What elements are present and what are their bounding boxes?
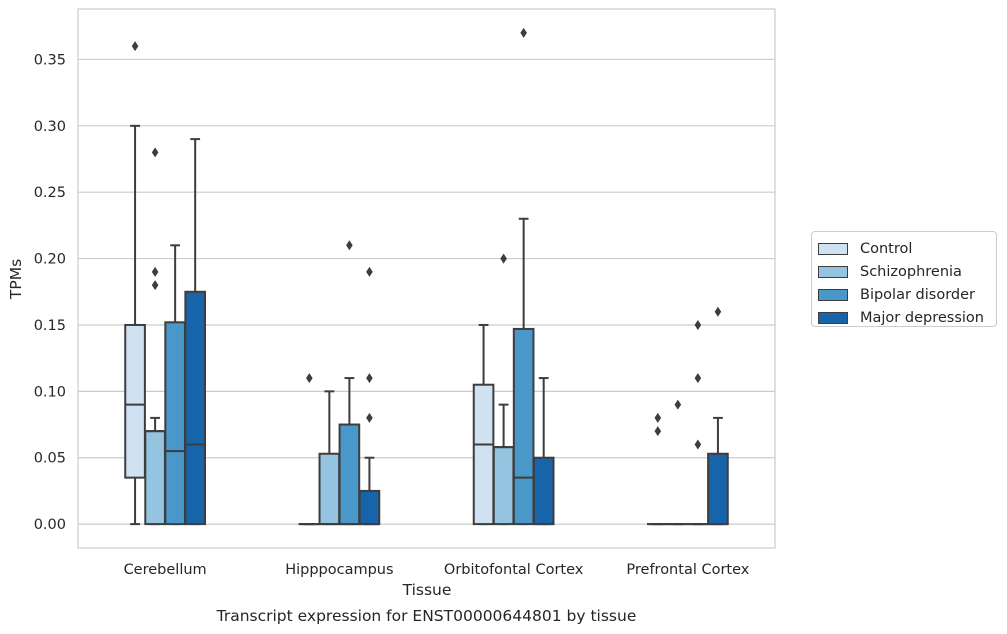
box-major-depression — [184, 138, 207, 526]
box-body — [124, 323, 146, 479]
legend-swatch — [818, 242, 848, 255]
box-major-depression — [358, 266, 381, 526]
box-body — [492, 446, 515, 526]
box-body — [532, 456, 555, 526]
box-control — [472, 323, 495, 526]
y-axis-ticks: 0.00 0.05 0.10 0.15 0.20 0.25 0.30 0.35 — [34, 52, 66, 533]
outlier-point — [151, 266, 159, 277]
box-body — [707, 452, 729, 526]
y-tick-label: 0.25 — [34, 185, 66, 201]
x-tick-label: Cerebellum — [124, 562, 207, 578]
box-body — [184, 290, 207, 526]
outlier-point — [366, 373, 373, 384]
legend-item: Major depression — [818, 306, 996, 329]
outlier-point — [694, 439, 702, 450]
x-tick-label: Prefrontal Cortex — [626, 562, 749, 578]
x-axis-ticks: Cerebellum Hipppocampus Orbitofontal Corte… — [124, 562, 750, 578]
legend-label: Bipolar disorder — [860, 286, 975, 303]
y-tick-label: 0.15 — [34, 318, 66, 334]
legend-item: Control — [818, 237, 996, 260]
x-tick-label: Hipppocampus — [285, 562, 393, 578]
box-body — [512, 327, 535, 526]
y-axis-label: TPMs — [7, 259, 25, 300]
chart-caption: Transcript expression for ENST0000064480… — [216, 607, 637, 625]
box-control — [646, 412, 669, 526]
y-tick-label: 0.30 — [34, 119, 66, 135]
y-tick-label: 0.20 — [34, 252, 66, 268]
box-body — [358, 489, 381, 526]
box-body — [164, 321, 186, 526]
box-control — [298, 373, 321, 526]
outlier-point — [346, 240, 353, 251]
x-axis-label: Tissue — [402, 581, 452, 599]
outlier-point — [654, 412, 662, 423]
legend-item: Bipolar disorder — [818, 283, 996, 306]
outlier-point — [366, 266, 373, 277]
legend-swatch — [818, 265, 848, 278]
outlier-point — [131, 41, 139, 52]
legend-label: Control — [860, 240, 913, 257]
box-bipolar-disorder — [512, 27, 535, 526]
box-body — [318, 452, 341, 526]
outlier-point — [694, 373, 702, 384]
outlier-point — [151, 280, 159, 291]
box-major-depression — [532, 377, 555, 526]
legend-label: Schizophrenia — [860, 263, 962, 280]
box-schizophrenia — [144, 147, 166, 526]
y-tick-label: 0.10 — [34, 384, 66, 400]
box-bipolar-disorder — [687, 319, 709, 526]
outlier-point — [520, 27, 527, 38]
legend-label: Major depression — [860, 309, 984, 326]
box-schizophrenia — [492, 253, 515, 526]
box-schizophrenia — [318, 390, 341, 526]
outlier-point — [151, 147, 159, 158]
box-groups — [124, 27, 729, 526]
y-tick-label: 0.35 — [34, 52, 66, 68]
box-body — [144, 430, 166, 526]
outlier-point — [674, 399, 682, 410]
legend: Control Schizophrenia Bipolar disorder Majo… — [811, 231, 997, 327]
outlier-point — [714, 306, 722, 317]
y-tick-label: 0.00 — [34, 517, 66, 533]
outlier-point — [366, 412, 373, 423]
box-bipolar-disorder — [164, 244, 186, 526]
outlier-point — [500, 253, 507, 264]
x-tick-label: Orbitofontal Cortex — [444, 562, 584, 578]
box-control — [124, 41, 146, 526]
box-body — [338, 423, 361, 526]
legend-item: Schizophrenia — [818, 260, 996, 283]
legend-swatch — [818, 311, 848, 324]
outlier-point — [306, 373, 313, 384]
box-bipolar-disorder — [338, 240, 361, 526]
box-major-depression — [707, 306, 729, 526]
outlier-point — [694, 319, 702, 330]
outlier-point — [654, 426, 662, 437]
plot-frame — [77, 8, 776, 549]
legend-swatch — [818, 288, 848, 301]
box-body — [472, 383, 495, 526]
box-schizophrenia — [667, 399, 689, 526]
y-tick-label: 0.05 — [34, 451, 66, 467]
